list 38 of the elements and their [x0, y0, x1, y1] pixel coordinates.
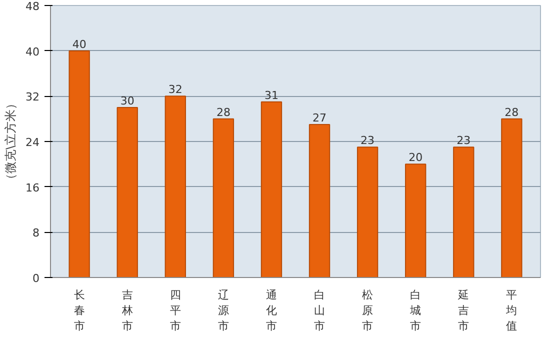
bar [116, 107, 138, 278]
x-tick-label: 四平市 [170, 288, 181, 333]
y-tick-label: 40 [26, 45, 40, 58]
bar [453, 146, 474, 278]
x-tick-label: 吉林市 [120, 288, 133, 333]
data-label: 40 [72, 38, 86, 51]
x-tick-label: 长春市 [74, 288, 85, 333]
bar [68, 50, 90, 278]
y-tick-label: 16 [26, 181, 40, 194]
bar [501, 118, 522, 278]
data-label: 32 [168, 83, 182, 96]
y-tick-label: 0 [32, 272, 40, 285]
x-tick-label: 白城市 [409, 288, 422, 333]
data-label: 30 [120, 94, 134, 108]
x-tick-label: 平均值 [505, 288, 518, 333]
x-tick-label: 白山市 [314, 288, 326, 333]
bar [212, 118, 234, 278]
x-tick-label: 辽源市 [218, 288, 229, 333]
data-label: 31 [264, 88, 278, 102]
y-tick-label: 48 [26, 0, 40, 13]
bar [308, 124, 330, 278]
bar [356, 146, 378, 278]
data-label: 23 [360, 134, 375, 148]
data-label: 20 [408, 151, 423, 164]
data-label: 23 [456, 134, 471, 148]
bar [260, 101, 282, 278]
x-tick-label: 延吉市 [457, 288, 470, 333]
bar [405, 164, 426, 278]
x-tick-label: 松原市 [362, 288, 374, 333]
data-label: 28 [504, 106, 519, 119]
y-tick-label: 32 [26, 90, 40, 104]
y-tick-label: 8 [32, 226, 40, 240]
y-axis-title: （微克\立方米） [4, 97, 18, 186]
y-tick-label: 24 [26, 136, 40, 149]
x-tick-label: 通化市 [266, 288, 277, 333]
bar [164, 96, 186, 278]
data-label: 27 [312, 112, 327, 124]
data-label: 28 [216, 106, 230, 119]
